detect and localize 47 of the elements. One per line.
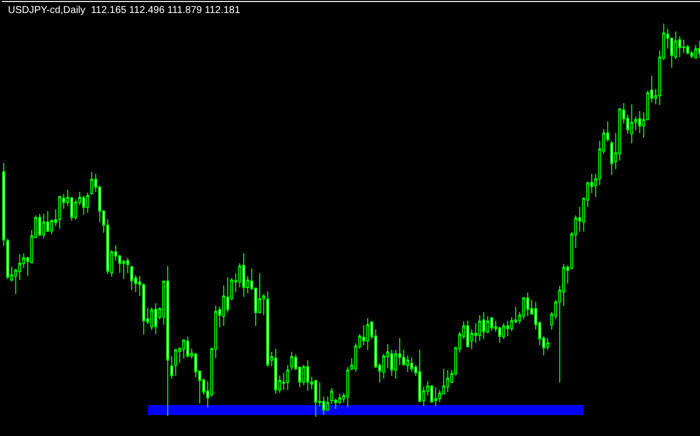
candlestick xyxy=(346,366,350,408)
candlestick xyxy=(242,252,246,298)
candlestick xyxy=(506,320,510,337)
candlestick xyxy=(490,316,494,332)
candlestick xyxy=(154,302,158,335)
candlestick xyxy=(526,292,530,317)
candlestick xyxy=(686,44,690,55)
candlestick xyxy=(174,348,178,376)
candlestick xyxy=(630,104,634,144)
candlestick xyxy=(182,338,186,360)
candlestick xyxy=(478,314,482,342)
candlestick xyxy=(170,356,174,380)
candlestick xyxy=(86,192,90,214)
candlestick xyxy=(166,266,170,416)
candlestick xyxy=(410,356,414,372)
candlestick xyxy=(326,396,330,412)
candlestick xyxy=(314,380,318,418)
candlestick xyxy=(430,384,434,404)
candlestick xyxy=(434,386,438,407)
candlestick xyxy=(678,36,682,58)
candlestick xyxy=(522,296,526,320)
candlestick xyxy=(446,369,450,392)
candlestick xyxy=(306,360,310,392)
candlestick xyxy=(82,195,86,216)
candlestick xyxy=(482,312,486,340)
candlestick xyxy=(150,306,154,330)
candlestick xyxy=(186,336,190,358)
candlestick xyxy=(42,213,46,240)
candlestick xyxy=(290,351,294,370)
candlestick xyxy=(682,39,686,54)
candlestick xyxy=(286,364,290,390)
candlestick xyxy=(90,171,94,196)
candlestick xyxy=(338,393,342,405)
candlestick xyxy=(330,388,334,405)
candlestick xyxy=(502,322,506,340)
candlestick xyxy=(366,318,370,350)
candlestick xyxy=(122,259,126,280)
candlestick xyxy=(418,349,422,403)
candlestick xyxy=(266,290,270,368)
candlestick xyxy=(274,348,278,394)
candlestick xyxy=(638,110,642,134)
candlestick xyxy=(466,320,470,348)
candlestick xyxy=(58,195,62,230)
candlestick xyxy=(130,266,134,291)
candlestick xyxy=(38,213,42,236)
candlestick xyxy=(694,44,698,59)
chart-title: USDJPY-cd,Daily 112.165 112.496 111.879 112.181 xyxy=(8,5,241,16)
